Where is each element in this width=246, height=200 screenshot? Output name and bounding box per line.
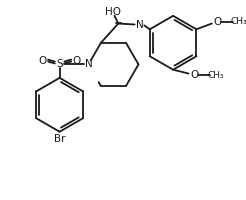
Text: O: O [38,56,46,66]
Text: N: N [136,20,143,30]
Text: HO: HO [105,7,121,17]
Text: O: O [190,70,198,80]
Text: S: S [56,59,63,69]
Text: Br: Br [54,134,65,144]
Text: CH₃: CH₃ [207,71,224,80]
Text: O: O [73,56,81,66]
Text: N: N [85,59,92,69]
Text: O: O [214,17,222,27]
Text: CH₃: CH₃ [231,17,246,26]
